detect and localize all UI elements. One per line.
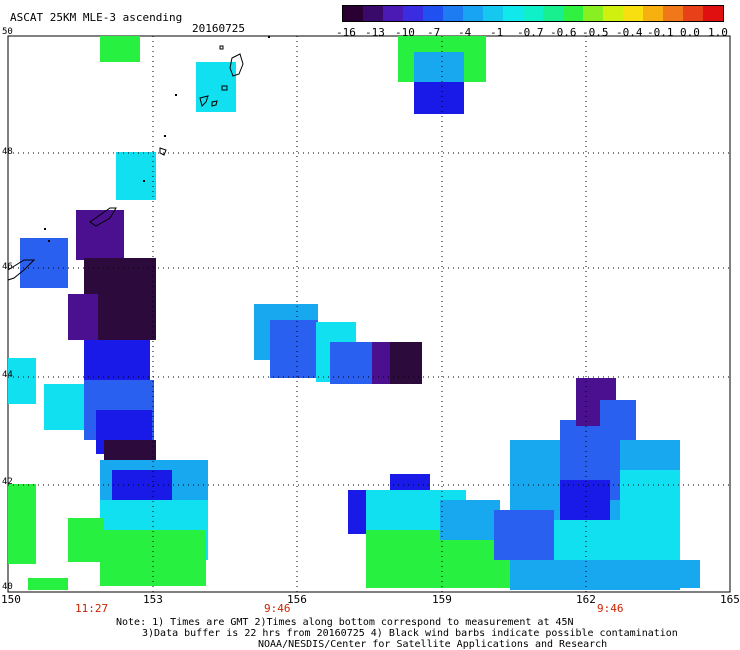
y-tick-label: 42 (2, 477, 13, 487)
colorbar (342, 5, 724, 22)
data-cell (100, 36, 140, 62)
colorbar-segment (423, 6, 443, 21)
data-cell (540, 520, 630, 560)
note-line-1: Note: 1) Times are GMT 2)Times along bot… (116, 617, 574, 628)
time-label: 9:46 (264, 602, 291, 615)
x-tick-label: 165 (720, 593, 740, 606)
colorbar-segment (503, 6, 523, 21)
data-cell (600, 400, 636, 440)
data-cell (112, 470, 172, 500)
colorbar-segment (603, 6, 623, 21)
data-cell (414, 82, 464, 114)
x-tick-label: 150 (1, 593, 21, 606)
island-shape (229, 53, 244, 77)
data-cell (440, 500, 500, 540)
colorbar-segment (643, 6, 663, 21)
grid-lines (8, 36, 730, 592)
map-title: ASCAT 25KM MLE-3 ascending (10, 11, 183, 24)
colorbar-segment (403, 6, 423, 21)
y-tick-label: 46 (2, 262, 13, 272)
colorbar-segment (563, 6, 583, 21)
plot-frame (7, 35, 731, 593)
y-tick-label: 48 (2, 147, 13, 157)
data-cell (8, 484, 36, 564)
island-dot (164, 135, 166, 137)
colorbar-segment (703, 6, 723, 21)
data-cell (390, 342, 422, 384)
time-label: 9:46 (597, 602, 624, 615)
island-shape (159, 147, 167, 156)
colorbar-segment (543, 6, 563, 21)
data-cell (560, 480, 610, 520)
y-tick-label: 44 (2, 370, 13, 380)
island-shape (199, 95, 209, 107)
y-tick-label: 40 (2, 582, 13, 592)
island-dot (48, 240, 50, 242)
island-dot (44, 228, 46, 230)
note-line-3: NOAA/NESDIS/Center for Satellite Applica… (258, 639, 608, 650)
wind-data-cells (8, 36, 700, 590)
data-cell (44, 384, 88, 430)
data-cell (28, 578, 68, 590)
colorbar-segment (583, 6, 603, 21)
island-shape (89, 207, 117, 227)
colorbar-segment (363, 6, 383, 21)
colorbar-segment (623, 6, 643, 21)
colorbar-segment (523, 6, 543, 21)
data-cell (84, 340, 150, 380)
x-tick-label: 159 (432, 593, 452, 606)
colorbar-segment (683, 6, 703, 21)
colorbar-segment (483, 6, 503, 21)
y-tick-label: 50 (2, 27, 13, 37)
colorbar-segment (463, 6, 483, 21)
island-dot (268, 36, 270, 38)
colorbar-segment (663, 6, 683, 21)
data-cell (20, 238, 68, 288)
data-cell (660, 560, 700, 588)
colorbar-segment (343, 6, 363, 21)
data-cell (414, 52, 464, 82)
x-tick-label: 162 (576, 593, 596, 606)
colorbar-segment (443, 6, 463, 21)
island-dot (175, 94, 177, 96)
island-shape (221, 85, 228, 91)
island-shape (7, 259, 36, 281)
colorbar-segment (383, 6, 403, 21)
time-label: 11:27 (75, 602, 109, 615)
note-line-2: 3)Data buffer is 22 hrs from 20160725 4)… (142, 628, 678, 639)
island-shape (211, 100, 218, 107)
data-cell (494, 510, 554, 560)
coastline (7, 45, 244, 281)
coast-dots (44, 36, 270, 242)
island-shape (219, 45, 224, 50)
data-cell (116, 152, 156, 200)
island-dot (143, 180, 145, 182)
data-cell (76, 210, 124, 260)
data-cell (68, 294, 98, 340)
data-cell (270, 320, 318, 378)
x-tick-label: 156 (287, 593, 307, 606)
map-date: 20160725 (192, 22, 245, 35)
data-cell (8, 358, 36, 404)
data-cell (68, 518, 104, 562)
data-cell (100, 530, 206, 586)
x-tick-label: 153 (143, 593, 163, 606)
